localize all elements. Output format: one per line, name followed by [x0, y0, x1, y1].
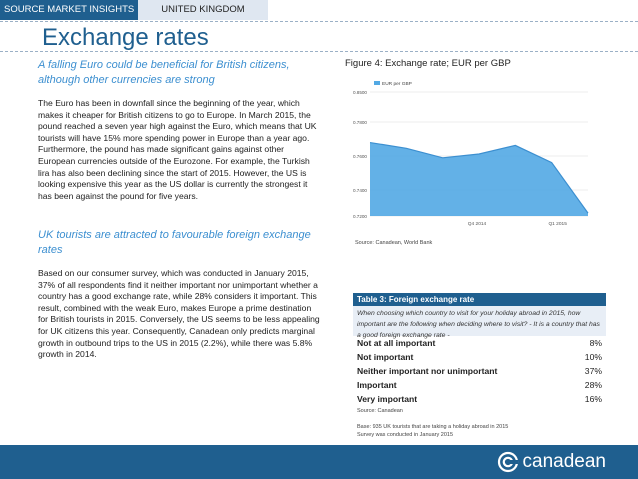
row-value: 10% [584, 352, 602, 362]
series-line [369, 141, 589, 214]
row-value: 37% [584, 366, 602, 376]
legend-label: EUR per GBP [382, 81, 412, 87]
y-tick-label: 0.7600 [353, 154, 367, 159]
subheading-uk-tourists: UK tourists are attracted to favourable … [38, 229, 311, 256]
base-line-1: Base: 935 UK tourists that are taking a … [357, 424, 509, 430]
brand-name: canadean [522, 451, 606, 472]
subheading-euro: A falling Euro could be beneficial for B… [38, 59, 290, 86]
table-row: Very important 16% [353, 392, 606, 406]
table-source: Source: Canadean [357, 408, 403, 414]
row-label: Not at all important [357, 338, 436, 348]
row-value: 8% [589, 338, 602, 348]
title-divider [0, 51, 638, 52]
table-base: Base: 935 UK tourists that are taking a … [357, 423, 508, 439]
table-title: Table 3: Foreign exchange rate [353, 293, 606, 306]
top-bar: SOURCE MARKET INSIGHTS UNITED KINGDOM [0, 0, 268, 20]
country-label: UNITED KINGDOM [138, 0, 268, 20]
row-label: Very important [357, 394, 418, 404]
table-row: Not important 10% [353, 350, 606, 364]
x-tick-label: Q1 2015 [548, 221, 567, 227]
brand-logo: canadean [497, 451, 606, 473]
base-line-2: Survey was conducted in January 2015 [357, 432, 454, 438]
figure-title: Figure 4: Exchange rate; EUR per GBP [345, 58, 511, 69]
figure-source: Source: Canadean, World Bank [355, 240, 433, 246]
section-label: SOURCE MARKET INSIGHTS [0, 0, 138, 20]
table-row: Not at all important 8% [353, 336, 606, 350]
y-tick-label: 0.7800 [353, 120, 367, 125]
row-label: Not important [357, 352, 414, 362]
row-value: 28% [584, 380, 602, 390]
row-label: Important [357, 380, 397, 390]
top-divider [0, 21, 638, 22]
table-row: Important 28% [353, 378, 606, 392]
y-tick-label: 0.8500 [353, 90, 367, 95]
legend-swatch [374, 81, 380, 85]
exchange-rate-chart: 0.8500 0.7800 0.7600 0.7400 0.7200 Q4 2014 Q1 … [353, 81, 589, 227]
paragraph-euro: The Euro has been in downfall since the … [38, 98, 317, 201]
row-label: Neither important nor unimportant [357, 366, 498, 376]
table-question: When choosing which country to visit for… [353, 306, 606, 339]
canadean-logo-icon [497, 451, 518, 473]
y-tick-label: 0.7400 [353, 188, 367, 193]
paragraph-survey: Based on our consumer survey, which was … [38, 268, 320, 360]
y-tick-label: 0.7200 [353, 214, 367, 219]
page-title: Exchange rates [42, 24, 209, 51]
x-tick-label: Q4 2014 [468, 221, 487, 227]
table-row: Neither important nor unimportant 37% [353, 364, 606, 378]
row-value: 16% [584, 394, 602, 404]
series-area [370, 142, 588, 216]
exchange-rate-table: Table 3: Foreign exchange rate When choo… [353, 293, 606, 406]
footer-bar: canadean [0, 445, 638, 479]
